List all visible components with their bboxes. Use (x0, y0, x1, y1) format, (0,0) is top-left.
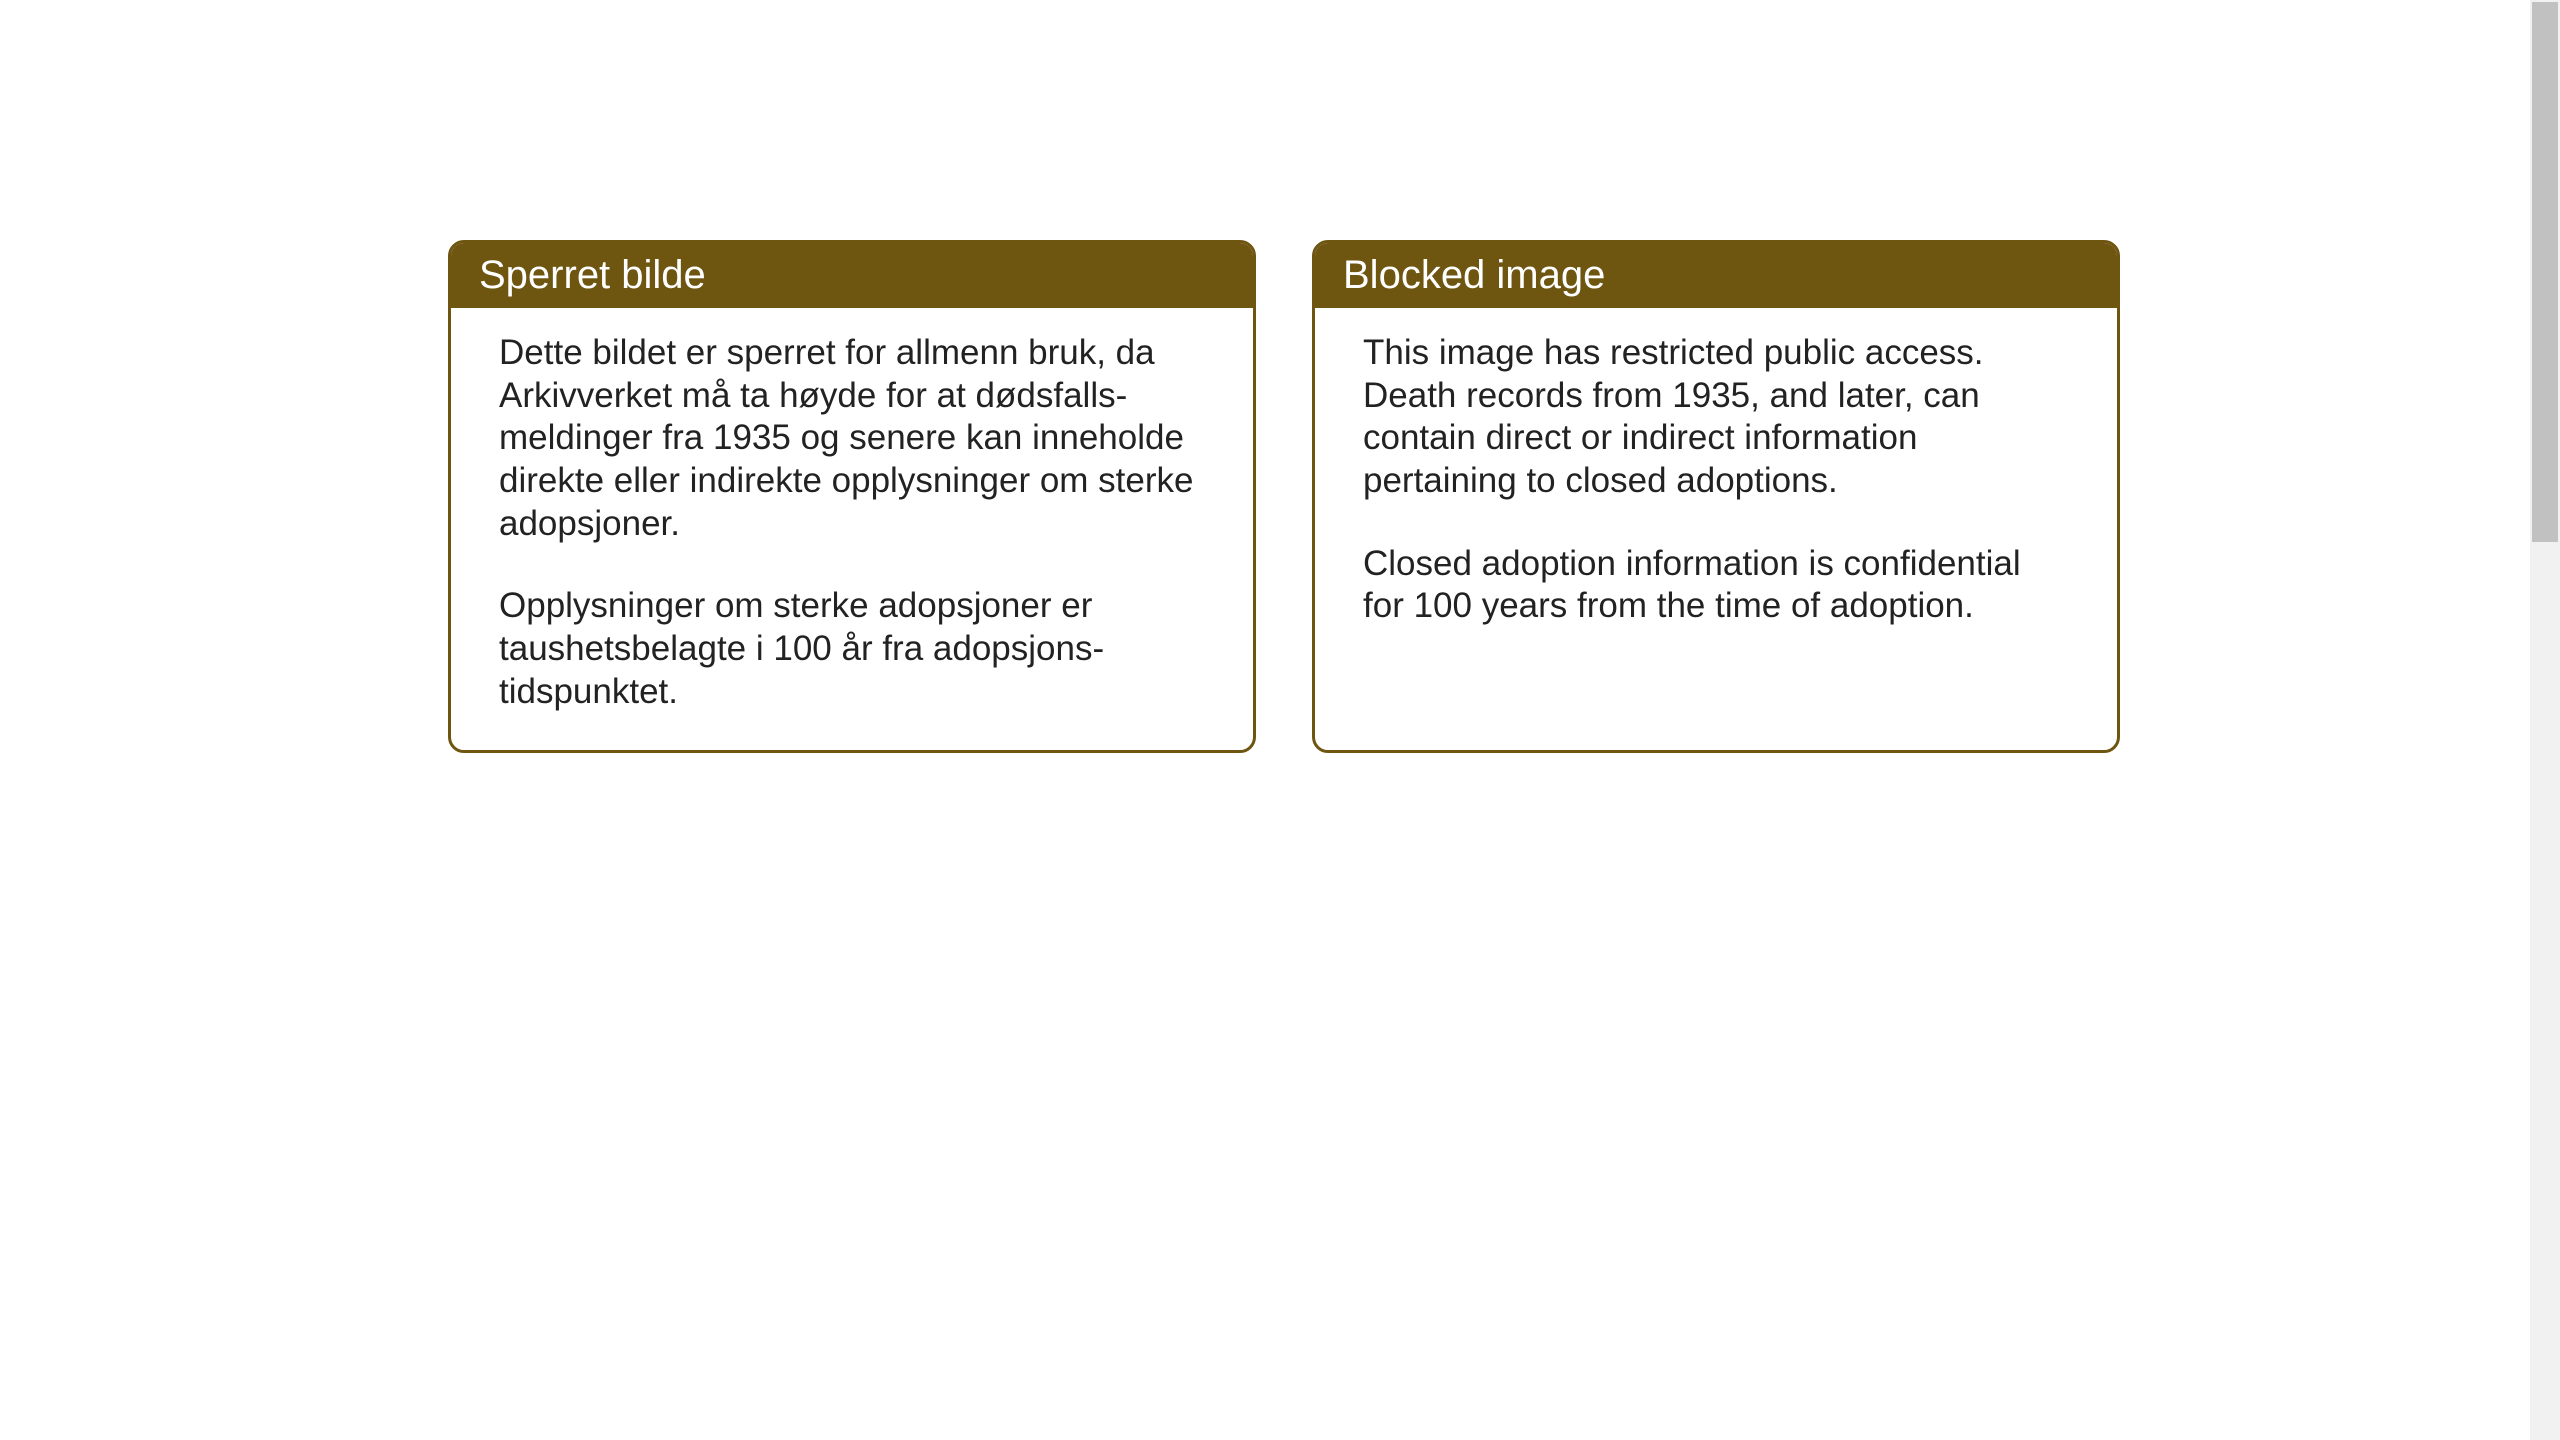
norwegian-card-title: Sperret bilde (451, 243, 1253, 308)
norwegian-paragraph-2: Opplysninger om sterke adopsjoner er tau… (499, 585, 1205, 713)
english-paragraph-2: Closed adoption information is confident… (1363, 543, 2069, 628)
norwegian-card-body: Dette bildet er sperret for allmenn bruk… (451, 308, 1253, 750)
english-card: Blocked image This image has restricted … (1312, 240, 2120, 753)
scrollbar-thumb[interactable] (2532, 2, 2558, 542)
cards-container: Sperret bilde Dette bildet er sperret fo… (448, 240, 2120, 753)
english-card-body: This image has restricted public access.… (1315, 308, 2117, 740)
scrollbar-track[interactable] (2530, 0, 2560, 1440)
english-paragraph-1: This image has restricted public access.… (1363, 332, 2069, 503)
norwegian-paragraph-1: Dette bildet er sperret for allmenn bruk… (499, 332, 1205, 545)
english-card-title: Blocked image (1315, 243, 2117, 308)
norwegian-card: Sperret bilde Dette bildet er sperret fo… (448, 240, 1256, 753)
